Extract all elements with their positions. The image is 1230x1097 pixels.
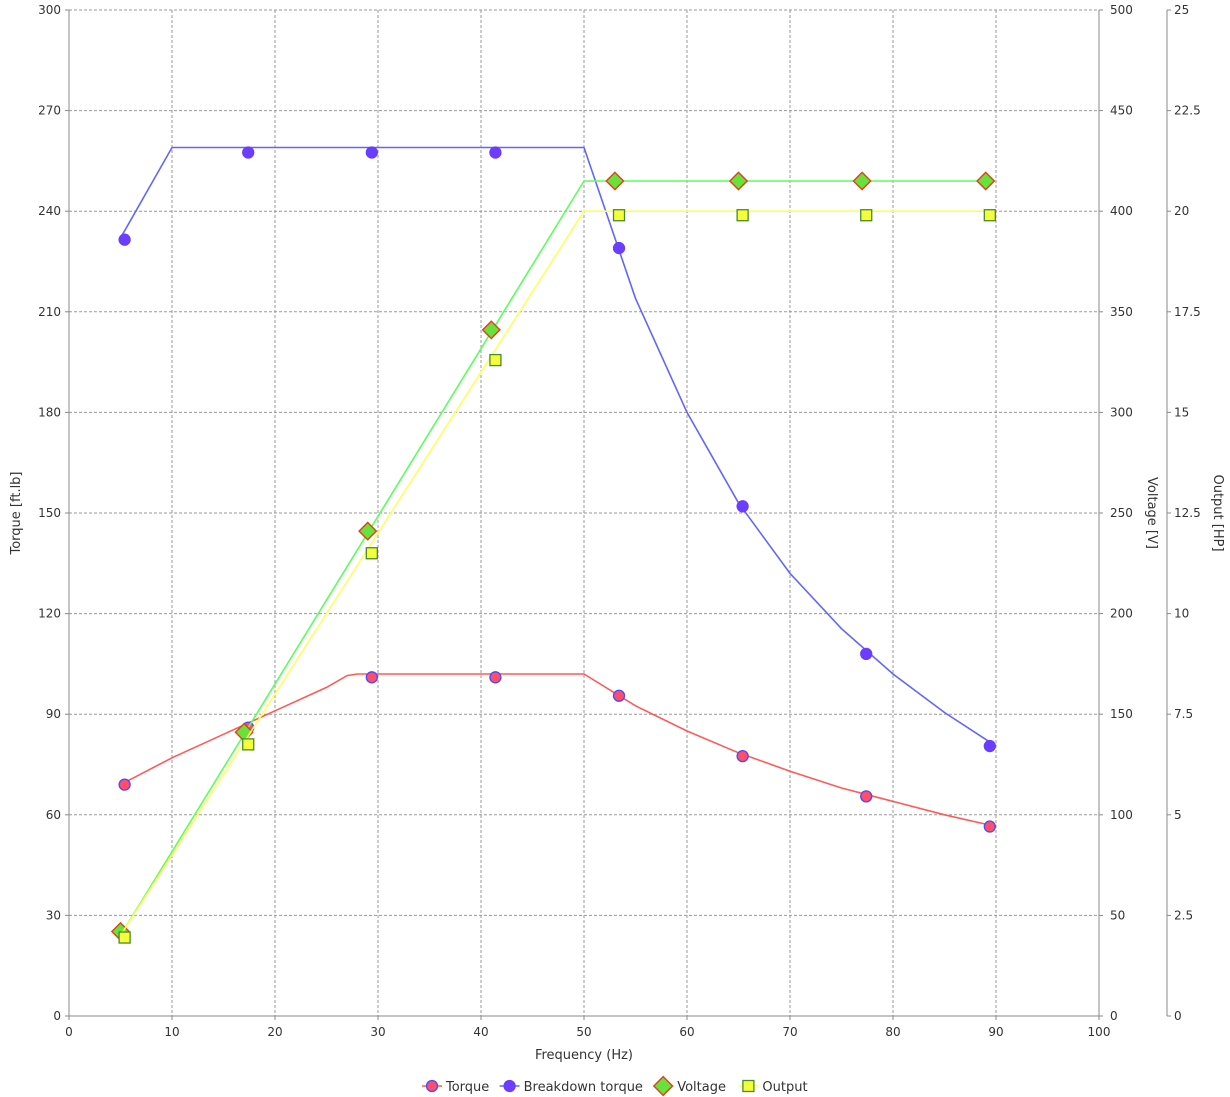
x-tick-label: 70 xyxy=(782,1025,797,1039)
legend-marker xyxy=(503,1079,516,1093)
voltage-series xyxy=(110,171,996,942)
x-tick-label: 80 xyxy=(885,1025,900,1039)
x-tick-label: 50 xyxy=(576,1025,591,1039)
x-tick-label: 60 xyxy=(679,1025,694,1039)
x-tick-label: 40 xyxy=(473,1025,488,1039)
output-point xyxy=(860,209,873,222)
breakdown-torque-point xyxy=(365,146,378,159)
voltage-tick-label: 350 xyxy=(1110,305,1133,319)
output-tick-label: 5 xyxy=(1174,808,1182,822)
legend-item-voltage: Voltage xyxy=(652,1075,726,1097)
breakdown-torque-point xyxy=(860,647,873,660)
voltage-tick-label: 50 xyxy=(1110,908,1125,922)
breakdown-torque-point xyxy=(242,146,255,159)
output-line xyxy=(119,210,996,936)
voltage-tick-label: 300 xyxy=(1110,405,1133,419)
torque-tick-label: 90 xyxy=(46,707,61,721)
legend-marker xyxy=(742,1079,755,1093)
voltage-tick-label: 250 xyxy=(1110,506,1133,520)
output-point xyxy=(736,209,749,222)
x-tick-label: 30 xyxy=(370,1025,385,1039)
output-tick-label: 0 xyxy=(1174,1009,1182,1023)
torque-point xyxy=(489,671,502,684)
breakdown-torque-point xyxy=(118,233,131,246)
torque-tick-label: 270 xyxy=(38,104,61,118)
voltage-tick-label: 150 xyxy=(1110,707,1133,721)
output-axis-title: Output [HP] xyxy=(1210,474,1225,551)
torque-axis-title: Torque [ft.lb] xyxy=(9,471,24,555)
legend: Torque Breakdown torque Voltage Output xyxy=(422,1075,808,1097)
torque-tick-label: 30 xyxy=(46,908,61,922)
voltage-tick-label: 500 xyxy=(1110,3,1133,17)
output-tick-label: 20 xyxy=(1174,204,1189,218)
legend-item-breakdown-torque: Breakdown torque xyxy=(499,1079,643,1095)
breakdown-torque-point xyxy=(489,146,502,159)
output-point xyxy=(242,738,255,751)
output-tick-label: 12.5 xyxy=(1174,506,1201,520)
voltage-tick-label: 450 xyxy=(1110,104,1133,118)
breakdown-torque-point xyxy=(736,500,749,513)
x-tick-label: 100 xyxy=(1088,1025,1111,1039)
voltage-point xyxy=(728,171,749,191)
legend-marker xyxy=(652,1075,674,1097)
axes: 0 10 20 30 40 50 60 70 80 90 100030609012015018021… xyxy=(9,3,1225,1063)
torque-tick-label: 210 xyxy=(38,305,61,319)
torque-tick-label: 0 xyxy=(53,1009,61,1023)
voltage-tick-label: 0 xyxy=(1110,1009,1118,1023)
torque-point xyxy=(860,790,873,803)
voltage-tick-label: 400 xyxy=(1110,204,1133,218)
voltage-tick-label: 200 xyxy=(1110,607,1133,621)
torque-tick-label: 240 xyxy=(38,204,61,218)
output-tick-label: 25 xyxy=(1174,3,1189,17)
output-point xyxy=(118,931,131,944)
output-tick-label: 17.5 xyxy=(1174,305,1201,319)
torque-point xyxy=(612,689,626,702)
breakdown-torque-point xyxy=(612,241,626,255)
output-tick-label: 22.5 xyxy=(1174,104,1201,118)
output-tick-label: 7.5 xyxy=(1174,707,1193,721)
output-point xyxy=(612,209,626,222)
legend-label: Voltage xyxy=(677,1080,726,1095)
legend-marker xyxy=(425,1079,439,1093)
output-tick-label: 2.5 xyxy=(1174,908,1193,922)
x-axis-title: Frequency (Hz) xyxy=(535,1048,633,1063)
grid xyxy=(69,9,1099,1016)
legend-label: Output xyxy=(762,1080,807,1095)
torque-point xyxy=(983,820,996,833)
output-point xyxy=(489,353,502,367)
voltage-point xyxy=(481,320,501,340)
breakdown-torque-point xyxy=(983,739,996,753)
output-series xyxy=(118,209,996,944)
x-tick-label: 90 xyxy=(988,1025,1003,1039)
torque-tick-label: 300 xyxy=(38,3,61,17)
legend-label: Torque xyxy=(445,1080,489,1095)
breakdown-torque-series xyxy=(118,146,997,753)
x-tick-label: 0 xyxy=(65,1025,73,1039)
legend-item-output: Output xyxy=(738,1079,808,1095)
x-tick-label: 20 xyxy=(267,1025,282,1039)
voltage-point xyxy=(976,171,996,191)
voltage-tick-label: 100 xyxy=(1110,808,1133,822)
legend-label: Breakdown torque xyxy=(524,1080,643,1095)
torque-point xyxy=(736,749,749,763)
torque-point xyxy=(118,778,131,791)
legend-item-torque: Torque xyxy=(422,1079,489,1095)
voltage-point xyxy=(358,521,378,541)
voltage-point xyxy=(605,171,625,191)
output-tick-label: 15 xyxy=(1174,405,1189,419)
output-point xyxy=(365,547,378,560)
output-point xyxy=(983,209,996,222)
x-tick-label: 10 xyxy=(164,1025,179,1039)
output-tick-label: 10 xyxy=(1174,607,1189,621)
series xyxy=(110,146,997,944)
voltage-axis-title: Voltage [V] xyxy=(1144,477,1159,549)
torque-point xyxy=(365,671,378,684)
torque-tick-label: 150 xyxy=(38,506,61,520)
voltage-point xyxy=(852,171,872,191)
torque-tick-label: 60 xyxy=(46,808,61,822)
torque-tick-label: 180 xyxy=(38,405,61,419)
torque-tick-label: 120 xyxy=(38,607,61,621)
